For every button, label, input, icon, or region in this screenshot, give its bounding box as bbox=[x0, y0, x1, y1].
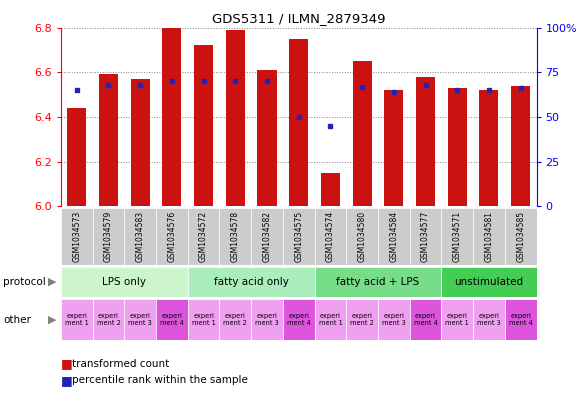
FancyBboxPatch shape bbox=[219, 299, 251, 340]
FancyBboxPatch shape bbox=[156, 208, 188, 265]
Text: GSM1034573: GSM1034573 bbox=[72, 211, 81, 263]
FancyBboxPatch shape bbox=[61, 267, 188, 297]
Text: experi
ment 4: experi ment 4 bbox=[160, 313, 184, 326]
Text: experi
ment 2: experi ment 2 bbox=[96, 313, 121, 326]
Bar bbox=[99, 74, 118, 206]
FancyBboxPatch shape bbox=[378, 208, 409, 265]
Bar bbox=[226, 30, 245, 206]
Text: GSM1034574: GSM1034574 bbox=[326, 211, 335, 263]
Text: fatty acid only: fatty acid only bbox=[213, 277, 289, 287]
FancyBboxPatch shape bbox=[188, 208, 219, 265]
Text: GSM1034584: GSM1034584 bbox=[389, 211, 398, 263]
FancyBboxPatch shape bbox=[441, 208, 473, 265]
FancyBboxPatch shape bbox=[61, 299, 93, 340]
Text: GSM1034582: GSM1034582 bbox=[263, 211, 271, 262]
Text: transformed count: transformed count bbox=[72, 358, 170, 369]
Text: experi
ment 3: experi ment 3 bbox=[477, 313, 501, 326]
FancyBboxPatch shape bbox=[188, 299, 219, 340]
Bar bbox=[448, 88, 467, 206]
Title: GDS5311 / ILMN_2879349: GDS5311 / ILMN_2879349 bbox=[212, 12, 386, 25]
Text: GSM1034575: GSM1034575 bbox=[294, 211, 303, 263]
Text: experi
ment 3: experi ment 3 bbox=[255, 313, 279, 326]
Text: experi
ment 3: experi ment 3 bbox=[382, 313, 405, 326]
Text: GSM1034576: GSM1034576 bbox=[168, 211, 176, 263]
Bar bbox=[385, 90, 403, 206]
FancyBboxPatch shape bbox=[346, 299, 378, 340]
Text: protocol: protocol bbox=[3, 277, 46, 287]
Text: experi
ment 4: experi ment 4 bbox=[287, 313, 311, 326]
Bar bbox=[289, 39, 308, 206]
Text: experi
ment 1: experi ment 1 bbox=[318, 313, 342, 326]
Text: GSM1034571: GSM1034571 bbox=[453, 211, 462, 263]
Text: ■: ■ bbox=[61, 357, 72, 370]
FancyBboxPatch shape bbox=[124, 299, 156, 340]
FancyBboxPatch shape bbox=[251, 208, 283, 265]
FancyBboxPatch shape bbox=[505, 299, 536, 340]
FancyBboxPatch shape bbox=[441, 267, 536, 297]
Text: GSM1034583: GSM1034583 bbox=[136, 211, 144, 263]
FancyBboxPatch shape bbox=[314, 299, 346, 340]
Text: unstimulated: unstimulated bbox=[454, 277, 524, 287]
FancyBboxPatch shape bbox=[219, 208, 251, 265]
FancyBboxPatch shape bbox=[473, 299, 505, 340]
Bar bbox=[258, 70, 277, 206]
Bar bbox=[416, 77, 435, 206]
FancyBboxPatch shape bbox=[283, 208, 314, 265]
Text: GSM1034581: GSM1034581 bbox=[484, 211, 494, 262]
Text: fatty acid + LPS: fatty acid + LPS bbox=[336, 277, 419, 287]
Text: GSM1034580: GSM1034580 bbox=[358, 211, 367, 263]
Text: percentile rank within the sample: percentile rank within the sample bbox=[72, 375, 248, 386]
FancyBboxPatch shape bbox=[409, 299, 441, 340]
FancyBboxPatch shape bbox=[124, 208, 156, 265]
FancyBboxPatch shape bbox=[251, 299, 283, 340]
Text: experi
ment 1: experi ment 1 bbox=[445, 313, 469, 326]
Bar bbox=[480, 90, 498, 206]
Bar bbox=[511, 86, 530, 206]
Text: LPS only: LPS only bbox=[102, 277, 146, 287]
FancyBboxPatch shape bbox=[505, 208, 536, 265]
Text: ▶: ▶ bbox=[48, 314, 57, 325]
FancyBboxPatch shape bbox=[314, 208, 346, 265]
FancyBboxPatch shape bbox=[188, 267, 314, 297]
Text: experi
ment 3: experi ment 3 bbox=[128, 313, 152, 326]
FancyBboxPatch shape bbox=[378, 299, 409, 340]
FancyBboxPatch shape bbox=[441, 299, 473, 340]
FancyBboxPatch shape bbox=[61, 208, 93, 265]
FancyBboxPatch shape bbox=[156, 299, 188, 340]
Text: GSM1034579: GSM1034579 bbox=[104, 211, 113, 263]
Bar bbox=[130, 79, 150, 206]
FancyBboxPatch shape bbox=[93, 208, 124, 265]
FancyBboxPatch shape bbox=[346, 208, 378, 265]
Text: experi
ment 2: experi ment 2 bbox=[223, 313, 247, 326]
FancyBboxPatch shape bbox=[409, 208, 441, 265]
Bar bbox=[321, 173, 340, 206]
Text: experi
ment 1: experi ment 1 bbox=[65, 313, 89, 326]
Text: GSM1034577: GSM1034577 bbox=[421, 211, 430, 263]
Text: GSM1034578: GSM1034578 bbox=[231, 211, 240, 263]
Text: experi
ment 1: experi ment 1 bbox=[192, 313, 215, 326]
Text: experi
ment 4: experi ment 4 bbox=[414, 313, 437, 326]
Bar bbox=[194, 46, 213, 206]
Text: ■: ■ bbox=[61, 374, 72, 387]
FancyBboxPatch shape bbox=[314, 267, 441, 297]
Bar bbox=[162, 28, 182, 206]
Bar bbox=[353, 61, 372, 206]
Text: experi
ment 2: experi ment 2 bbox=[350, 313, 374, 326]
Bar bbox=[67, 108, 86, 206]
Text: experi
ment 4: experi ment 4 bbox=[509, 313, 532, 326]
Text: GSM1034572: GSM1034572 bbox=[199, 211, 208, 263]
FancyBboxPatch shape bbox=[473, 208, 505, 265]
Text: other: other bbox=[3, 314, 31, 325]
FancyBboxPatch shape bbox=[283, 299, 314, 340]
FancyBboxPatch shape bbox=[93, 299, 124, 340]
Text: ▶: ▶ bbox=[48, 277, 57, 287]
Text: GSM1034585: GSM1034585 bbox=[516, 211, 525, 263]
